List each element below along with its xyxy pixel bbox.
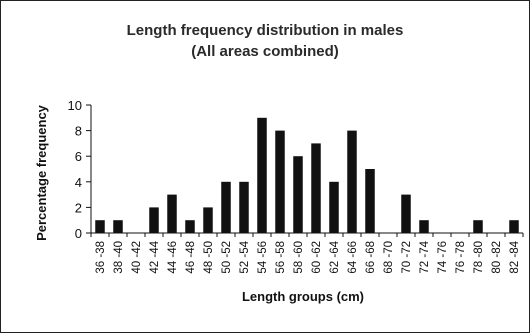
x-category-label: 74 -76 (437, 241, 449, 274)
bar (203, 207, 213, 233)
bar (113, 220, 123, 233)
x-category-label: 70 -72 (401, 241, 413, 274)
y-tick-label: 8 (75, 124, 82, 139)
x-category-label: 56 -58 (275, 241, 287, 274)
y-tick-label: 0 (75, 226, 82, 241)
bar (419, 220, 429, 233)
y-tick-label: 4 (75, 175, 82, 190)
bar (365, 169, 375, 233)
x-category-label: 68 -70 (383, 241, 395, 274)
y-tick-label: 10 (68, 98, 82, 113)
chart-title: Length frequency distribution in males (126, 22, 404, 39)
x-category-label: 80 -82 (491, 241, 503, 274)
x-category-label: 54 -56 (257, 241, 269, 274)
bar (275, 130, 285, 233)
bars (95, 117, 519, 233)
x-category-label: 52 -54 (239, 240, 251, 273)
x-category-label: 38 -40 (113, 241, 125, 274)
y-axis-title: Percentage frequency (34, 104, 49, 241)
x-category-label: 72 -74 (419, 240, 431, 273)
x-category-label: 64 -66 (347, 241, 359, 274)
x-axis-title: Length groups (cm) (242, 289, 364, 304)
y-tick-label: 2 (75, 200, 82, 215)
bar (293, 156, 303, 233)
x-category-label: 60 -62 (311, 241, 323, 274)
chart-subtitle: (All areas combined) (191, 43, 339, 60)
bar (347, 130, 357, 233)
y-tick-label: 6 (75, 149, 82, 164)
bar (239, 181, 249, 233)
x-category-label: 48 -50 (203, 241, 215, 274)
bar (167, 194, 177, 233)
x-category-label: 46 -48 (185, 241, 197, 274)
bar (509, 220, 519, 233)
bar (149, 207, 159, 233)
bar (473, 220, 483, 233)
x-category-label: 62 -64 (329, 240, 341, 273)
x-axis-ticks (90, 233, 524, 237)
x-category-label: 36 -38 (95, 241, 107, 274)
x-category-label: 78 -80 (473, 241, 485, 274)
bar (185, 220, 195, 233)
x-category-label: 58 -60 (293, 241, 305, 274)
x-category-label: 66 -68 (365, 241, 377, 274)
bar (311, 143, 321, 233)
x-category-label: 44 -46 (167, 241, 179, 274)
bar (221, 181, 231, 233)
bar (329, 181, 339, 233)
x-category-label: 82 -84 (509, 240, 521, 273)
bar (401, 194, 411, 233)
x-category-label: 50 -52 (221, 241, 233, 274)
x-category-label: 42 -44 (149, 240, 161, 273)
bar (257, 117, 267, 233)
category-labels: 36 -38 38 -40 40 -42 42 -44 44 -46 46 -48 48 -… (95, 240, 521, 273)
y-axis-ticks: 0 2 4 6 8 10 (68, 98, 91, 241)
bar (95, 220, 105, 233)
x-category-label: 40 -42 (131, 241, 143, 274)
x-category-label: 76 -78 (455, 241, 467, 274)
